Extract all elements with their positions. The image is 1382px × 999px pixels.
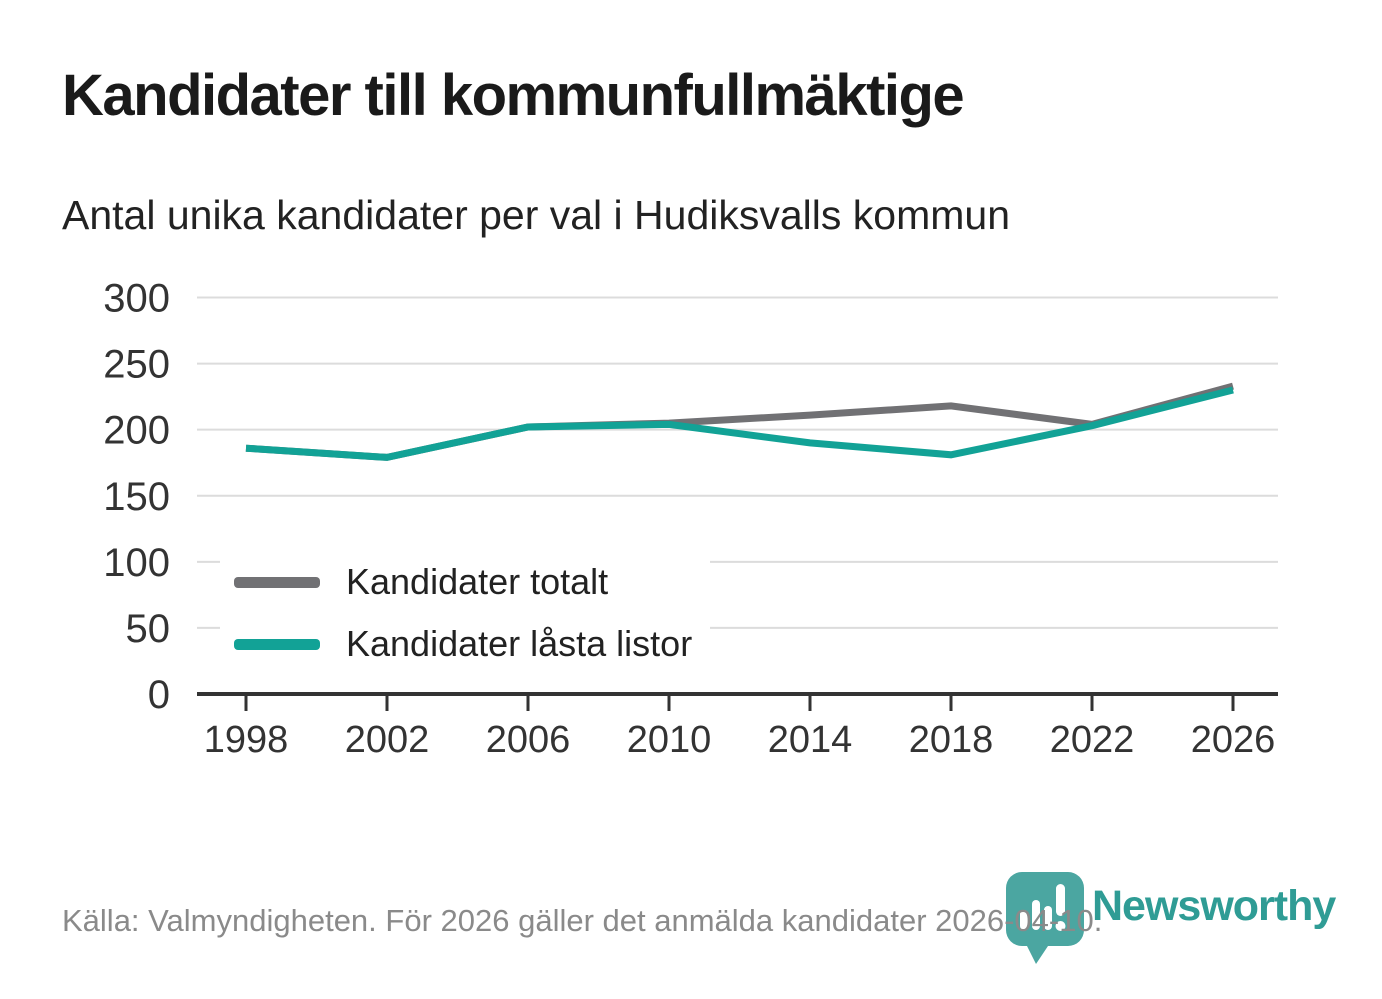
newsworthy-bubble-chart-icon <box>1006 872 1084 964</box>
y-axis-tick-label: 150 <box>103 475 170 519</box>
exclamation-bar <box>1056 884 1065 916</box>
x-axis-tick-label: 2006 <box>486 719 571 761</box>
source-note: Källa: Valmyndigheten. För 2026 gäller d… <box>62 903 1103 938</box>
line-chart: 0 50 100 150 200 250 300 1998 2002 2006 2010 2014 20… <box>103 277 1278 761</box>
y-axis-tick-label: 100 <box>103 541 170 585</box>
bar-chart-glyph <box>1020 884 1066 931</box>
y-axis-tick-label: 200 <box>103 409 170 453</box>
legend-swatch-totalt <box>234 576 320 588</box>
x-axis-tick-label: 2010 <box>627 719 712 761</box>
exclamation-dot <box>1055 921 1066 931</box>
newsworthy-wordmark: Newsworthy <box>1092 882 1336 930</box>
data-line-kandidater-l-sta-listor <box>245 386 1234 461</box>
legend-label-lasta-listor: Kandidater låsta listor <box>346 623 693 664</box>
legend-label-totalt: Kandidater totalt <box>346 561 609 602</box>
page-title: Kandidater till kommunfullmäktige <box>62 63 965 128</box>
y-axis-tick-label: 250 <box>103 343 170 387</box>
chart-legend: Kandidater totalt Kandidater låsta listo… <box>220 551 711 679</box>
y-axis-tick-label: 0 <box>148 673 170 717</box>
data-line-kandidater-totalt <box>245 382 1234 461</box>
x-axis-tick-label: 2026 <box>1191 719 1276 761</box>
x-axis-tick-label: 1998 <box>204 719 289 761</box>
x-axis-tick-label: 2018 <box>909 719 994 761</box>
newsworthy-logo: Newsworthy <box>1006 872 1336 964</box>
x-axis-tick-label: 2002 <box>345 719 430 761</box>
y-axis-tick-label: 300 <box>103 277 170 321</box>
page-subtitle: Antal unika kandidater per val i Hudiksv… <box>62 192 1011 238</box>
y-axis-tick-label: 50 <box>126 607 171 651</box>
x-axis-tick-label: 2022 <box>1050 719 1135 761</box>
legend-item-kandidater-lasta-listor: Kandidater låsta listor <box>234 623 692 665</box>
x-axis-tick-label: 2014 <box>768 719 853 761</box>
legend-swatch-lasta-listor <box>234 638 320 650</box>
legend-item-kandidater-totalt: Kandidater totalt <box>234 561 692 603</box>
